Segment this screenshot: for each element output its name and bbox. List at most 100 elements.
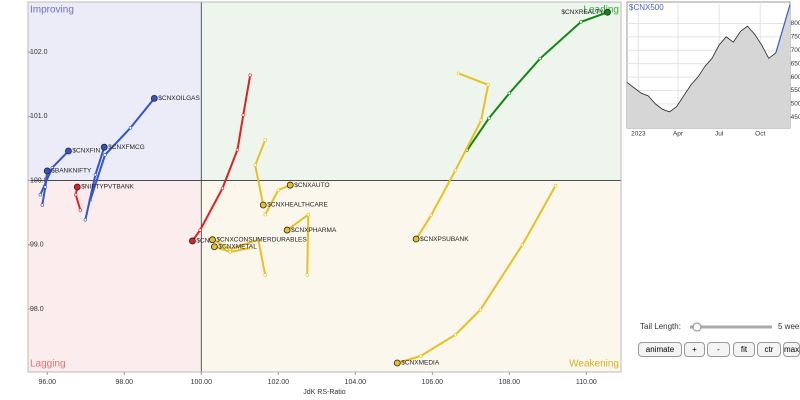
head-marker <box>43 167 51 175</box>
x-tick-label: 98.00 <box>116 379 134 386</box>
series-label: $CNXMEDIA <box>401 360 440 367</box>
series-label: $CNXMETAL <box>218 243 257 250</box>
price-area <box>627 4 790 129</box>
tail-point <box>220 186 225 190</box>
quadrant-lagging <box>28 180 202 372</box>
label-leading: Leading <box>583 5 619 16</box>
tail-point <box>479 118 483 122</box>
tail-length-label: Tail Length: <box>640 322 681 331</box>
tail-line <box>415 72 490 240</box>
tail-point <box>486 83 490 87</box>
head-marker <box>393 359 401 367</box>
y-tick-label: 15000 <box>787 101 800 108</box>
head-marker <box>150 94 158 102</box>
tail-point <box>235 148 240 152</box>
control-button[interactable]: - <box>707 342 730 357</box>
x-tick-label: 2023 <box>631 131 646 138</box>
tail-point <box>263 212 267 217</box>
tail-point <box>228 250 232 254</box>
tail-line <box>396 185 557 364</box>
tail-point <box>128 126 133 130</box>
series-label: $CNXCONSUMERDURABLES <box>216 236 307 243</box>
tail-point <box>248 246 252 250</box>
head-marker <box>73 183 81 191</box>
y-tick-label: 101.0 <box>30 113 48 120</box>
series-label: $CNX <box>196 238 214 245</box>
tail-point <box>103 153 107 157</box>
label-lagging: Lagging <box>30 359 66 370</box>
tail-point <box>429 213 433 217</box>
y-tick-label: 100.0 <box>30 177 48 184</box>
x-tick-label: 108.00 <box>499 379 521 386</box>
y-tick-label: 98.0 <box>30 306 44 313</box>
y-tick-label: 16000 <box>787 74 800 81</box>
series-label: $CNXAUTO <box>294 182 329 189</box>
series-label: $CNXOILGAS <box>158 95 200 102</box>
control-button[interactable]: animate <box>638 342 682 357</box>
tail-point <box>579 20 583 24</box>
x-tick-label: 102.00 <box>268 379 290 386</box>
x-axis-label: JdK RS-Ratio <box>303 389 346 396</box>
tail-line <box>191 75 252 242</box>
tail-length-value: 5 weeks <box>778 322 800 331</box>
y-tick-label: 17000 <box>787 47 800 54</box>
head-marker <box>209 236 216 244</box>
quadrant-improving <box>28 2 202 181</box>
tail-point <box>78 208 83 212</box>
tail-point <box>453 333 458 337</box>
tail-point <box>507 91 512 95</box>
y-tick-label: 17500 <box>787 34 800 41</box>
slider-knob[interactable] <box>692 322 702 332</box>
series-label: $CNXFIN <box>72 148 100 155</box>
y-tick-label: 15500 <box>787 87 800 94</box>
tail-point <box>256 237 260 242</box>
plot-frame <box>27 1 622 373</box>
tail-point <box>253 163 257 167</box>
tail-point <box>419 354 423 358</box>
quadrant-leading <box>201 2 621 181</box>
tail-point <box>74 193 78 197</box>
tail-line <box>89 97 156 201</box>
y-tick-label: 102.0 <box>30 49 48 56</box>
control-button[interactable]: fit <box>733 342 755 357</box>
head-marker <box>604 8 611 16</box>
tail-point <box>306 212 311 217</box>
series-label: $CNXHEALTHCARE <box>267 202 328 209</box>
x-tick-label: 100.00 <box>191 379 213 386</box>
tail-point <box>263 273 267 277</box>
tail-point <box>456 71 461 76</box>
control-button[interactable]: max <box>783 342 800 357</box>
head-marker <box>286 181 294 189</box>
rrg-chart: 96.00 98.00 100.00 102.00 104.00 106.00 108.00… <box>27 1 622 396</box>
head-marker <box>65 147 72 155</box>
tail-point <box>198 228 202 232</box>
recent-line <box>775 4 791 54</box>
head-marker <box>210 243 218 251</box>
x-tick-label: 104.00 <box>345 379 367 386</box>
x-tick-label: 96.00 <box>38 379 56 386</box>
tail-point <box>478 307 483 312</box>
tail-point <box>93 173 98 177</box>
tail-line <box>466 11 608 151</box>
head-marker <box>412 235 420 243</box>
tail-point <box>263 138 267 142</box>
quadrant-weakening <box>201 180 621 372</box>
tail-point <box>276 188 280 192</box>
x-tick-label: 106.00 <box>422 379 444 386</box>
head-marker <box>100 143 108 151</box>
head-marker <box>283 226 291 234</box>
control-button[interactable]: + <box>684 342 705 357</box>
head-marker <box>259 201 267 209</box>
x-tick-label: Oct <box>755 131 765 138</box>
y-tick-label: 18000 <box>787 20 800 27</box>
tail-point <box>487 116 491 120</box>
price-line <box>626 4 791 113</box>
tail-point <box>520 243 525 247</box>
tail-point <box>38 193 43 197</box>
series-label: $CNXPSUBANK <box>420 236 469 243</box>
tail-point <box>40 203 44 207</box>
control-button[interactable]: ctr <box>757 342 781 357</box>
tail-point <box>453 168 458 172</box>
